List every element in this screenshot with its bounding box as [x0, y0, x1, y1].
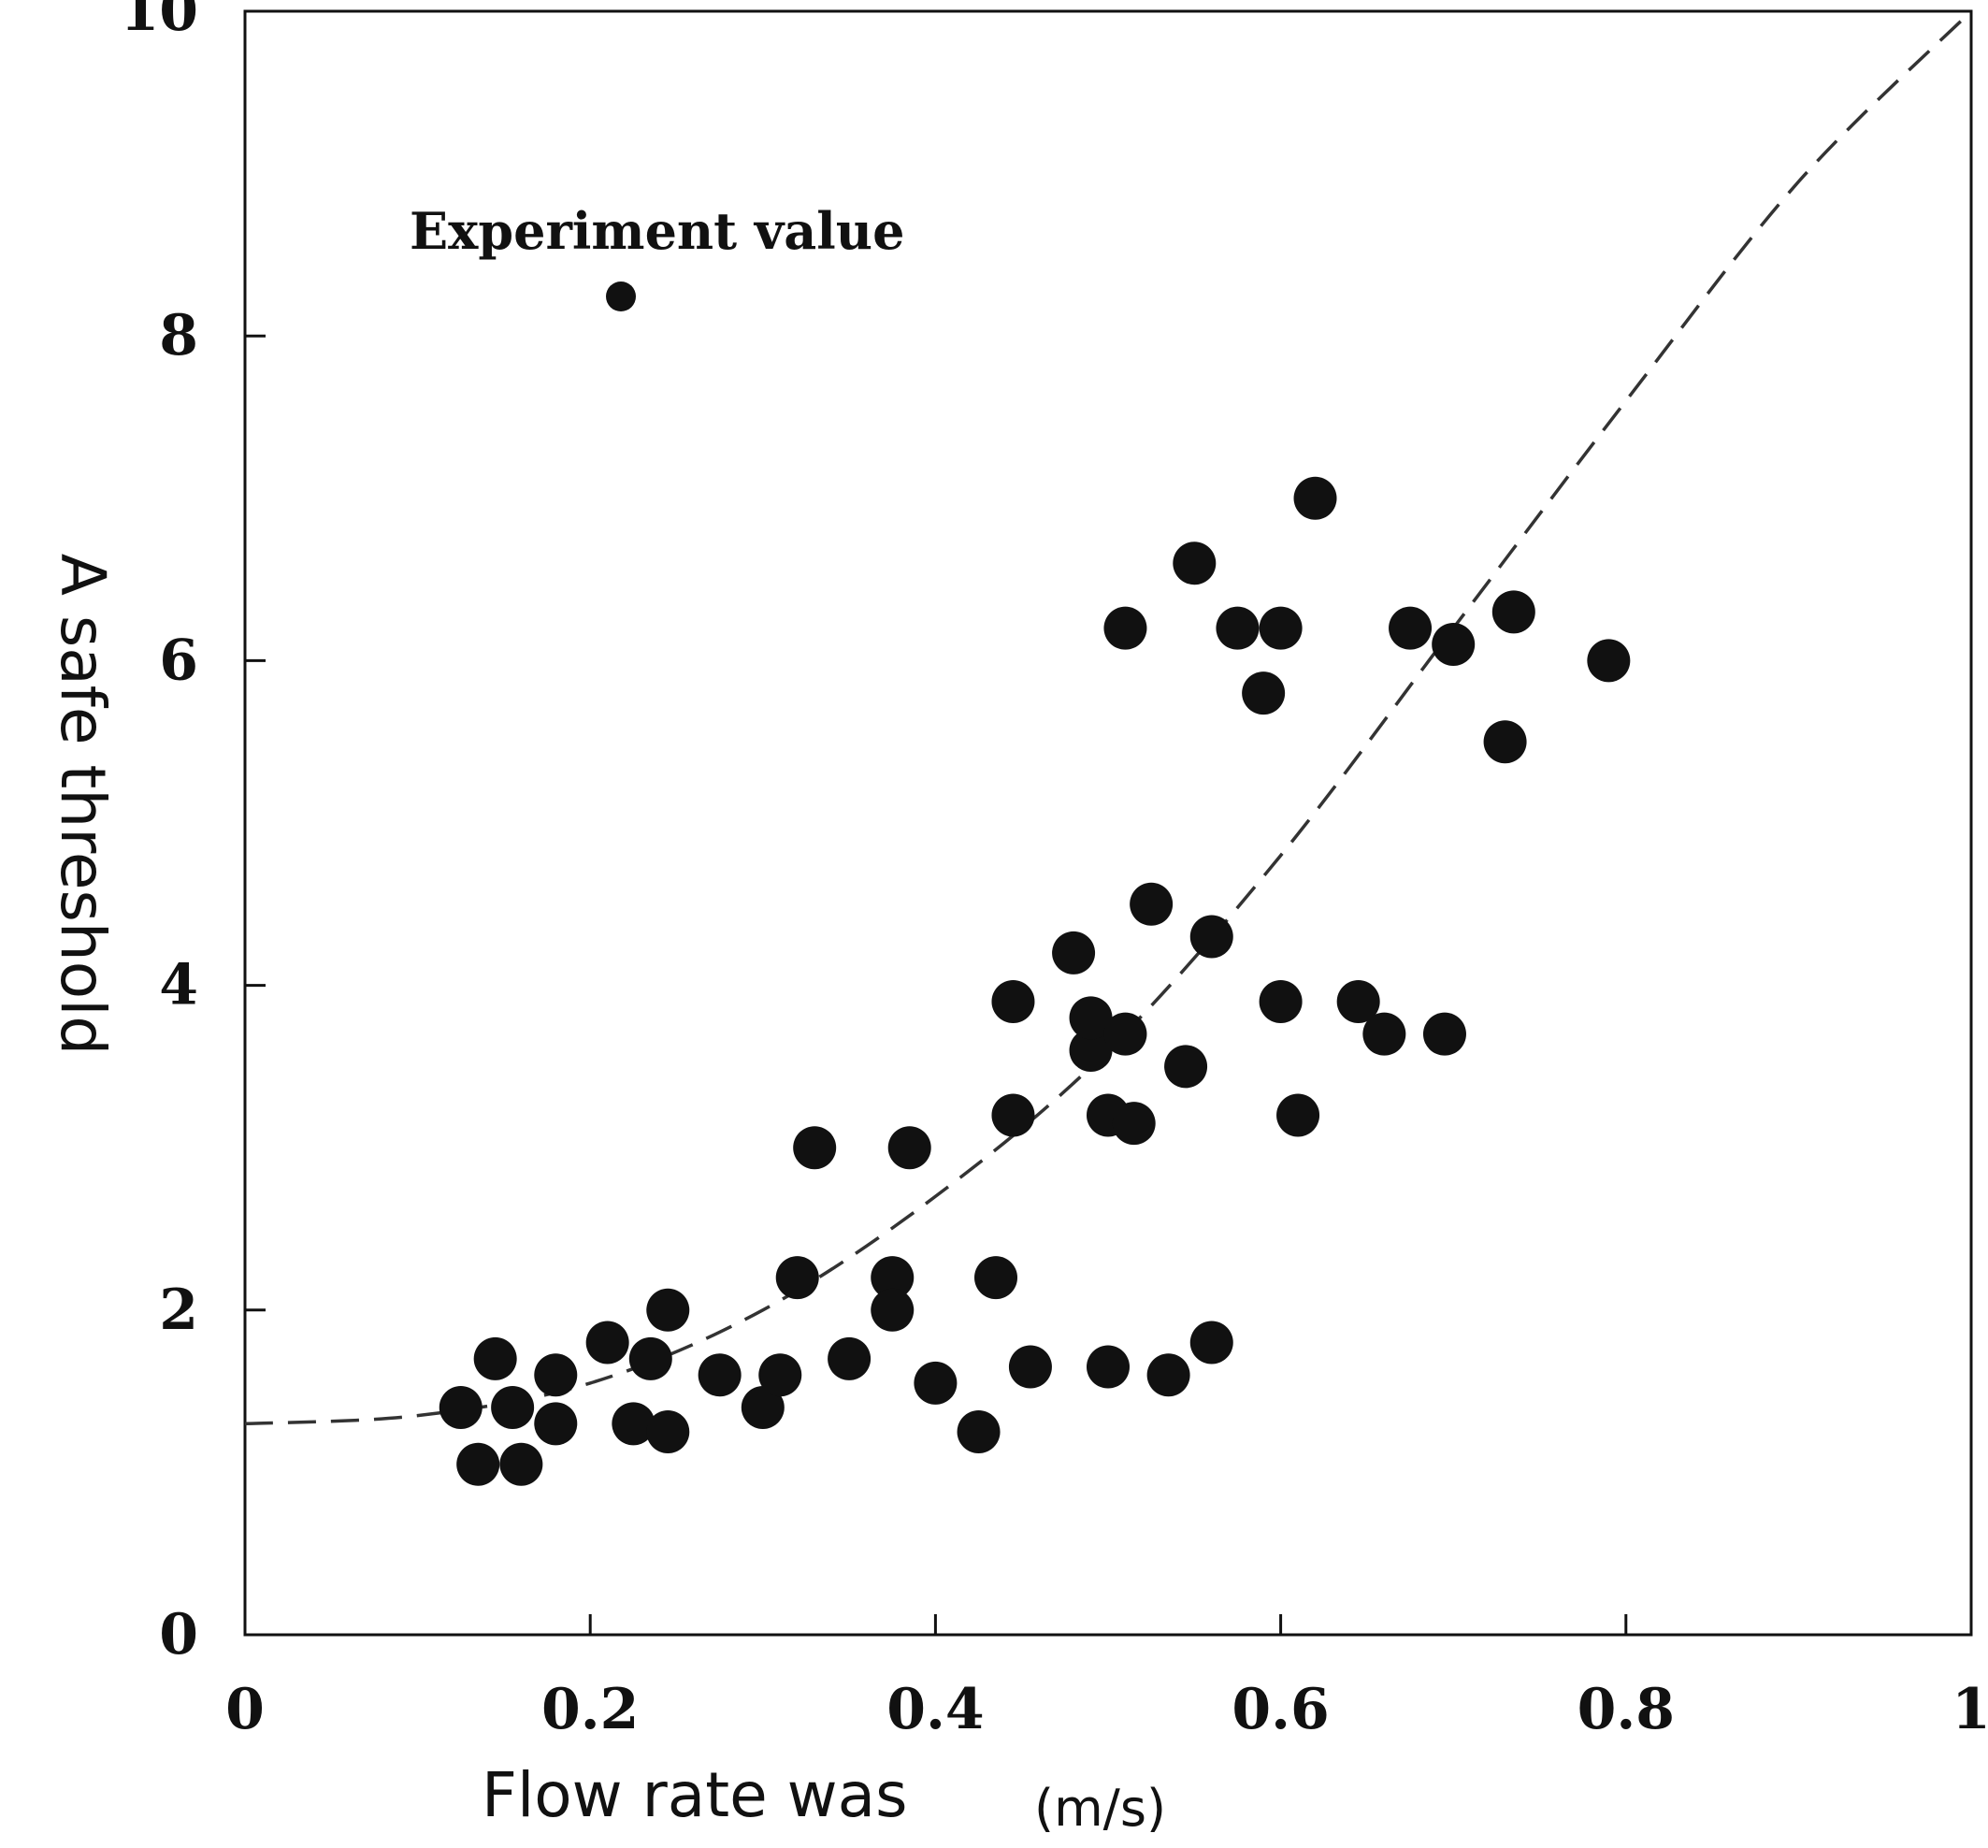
y-axis-title: A safe threshold: [47, 554, 119, 1056]
data-point: [1276, 1093, 1320, 1137]
data-point: [1130, 882, 1174, 926]
data-point: [1164, 1045, 1208, 1089]
data-point: [473, 1336, 517, 1380]
data-point: [534, 1353, 578, 1397]
data-point: [646, 1410, 690, 1453]
x-tick-label: 0.4: [886, 1677, 984, 1742]
data-point: [1336, 979, 1380, 1023]
data-point: [1362, 1012, 1406, 1056]
x-axis-title: Flow rate was: [482, 1759, 908, 1831]
x-tick-label: 0: [225, 1677, 265, 1742]
data-points: [439, 476, 1631, 1486]
y-tick-label: 10: [121, 0, 199, 44]
y-tick-label: 6: [159, 628, 198, 693]
legend-marker: [606, 282, 636, 311]
data-point: [871, 1256, 915, 1300]
data-point: [612, 1402, 655, 1446]
data-point: [974, 1256, 1018, 1300]
data-point: [871, 1288, 915, 1332]
data-point: [741, 1385, 785, 1429]
data-point: [499, 1442, 543, 1486]
data-point: [1069, 1029, 1113, 1073]
data-point: [698, 1353, 742, 1397]
data-point: [758, 1353, 802, 1397]
legend: Experiment value: [410, 201, 904, 311]
y-tick-label: 8: [159, 303, 198, 368]
trend-curve: [244, 9, 1973, 1426]
data-point: [456, 1442, 500, 1486]
data-point: [828, 1336, 872, 1380]
data-point: [1052, 931, 1096, 975]
x-axis-unit: (m/s): [1034, 1779, 1166, 1838]
data-point: [585, 1321, 629, 1364]
data-point: [1483, 720, 1527, 764]
data-point: [793, 1126, 837, 1170]
data-point: [646, 1288, 690, 1332]
data-point: [1173, 541, 1217, 585]
data-point: [1293, 476, 1337, 520]
data-point: [439, 1385, 483, 1429]
data-point: [534, 1402, 578, 1446]
data-point: [1259, 979, 1303, 1023]
data-point: [1216, 606, 1260, 650]
data-point: [1587, 639, 1631, 683]
y-tick-label: 0: [159, 1602, 198, 1668]
x-tick-label: 1: [1952, 1677, 1988, 1742]
data-point: [1146, 1353, 1190, 1397]
data-point: [1389, 606, 1433, 650]
y-tick-label: 4: [159, 953, 198, 1018]
plot-border: [243, 9, 1973, 1637]
data-point: [1189, 1321, 1233, 1364]
data-point: [628, 1336, 672, 1380]
data-point: [1103, 606, 1147, 650]
data-point: [491, 1385, 535, 1429]
data-point: [1008, 1345, 1052, 1389]
data-point: [914, 1361, 958, 1405]
data-point: [1112, 1102, 1156, 1146]
data-point: [1189, 915, 1233, 959]
trend-curve-path: [244, 9, 1973, 1426]
data-point: [1432, 623, 1476, 667]
x-tick-label: 0.8: [1577, 1677, 1675, 1742]
data-point: [1242, 671, 1286, 715]
legend-label: Experiment value: [410, 201, 904, 261]
data-point: [1087, 1345, 1130, 1389]
x-tick-label: 0.6: [1232, 1677, 1329, 1742]
data-point: [1491, 590, 1535, 634]
data-point: [1422, 1012, 1466, 1056]
data-point: [1103, 1012, 1147, 1056]
y-tick-label: 2: [159, 1278, 198, 1343]
data-point: [991, 979, 1035, 1023]
x-tick-label: 0.2: [541, 1677, 639, 1742]
data-point: [991, 1093, 1035, 1137]
data-point: [957, 1410, 1001, 1453]
data-point: [887, 1126, 931, 1170]
plot-frame: [243, 9, 1973, 1637]
data-point: [1069, 996, 1113, 1040]
data-point: [775, 1256, 819, 1300]
data-point: [1259, 606, 1303, 650]
